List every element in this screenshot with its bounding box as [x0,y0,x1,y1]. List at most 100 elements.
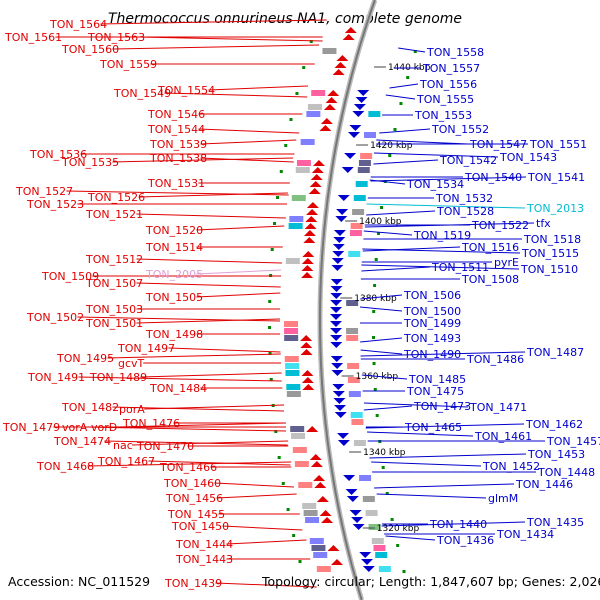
gene-label-left: TON_1450 [171,520,229,533]
tick-dot [381,466,385,469]
leader-line-left [215,582,317,588]
leader-line-right [361,374,408,380]
gene-label-left: TON_1444 [175,538,233,551]
leader-line-right [389,83,419,89]
gene-label-right: TON_1528 [436,205,494,218]
tick-dot [385,492,389,495]
leader-line-right [362,248,521,254]
gene-block-left [284,356,299,362]
gene-arrow-right [331,258,344,264]
tick-dot [268,326,272,329]
gene-label-right: TON_1448 [537,466,595,479]
leader-line-left [144,404,285,410]
gene-label-left: TON_1538 [149,152,207,165]
backbone-inner [319,0,376,600]
gene-arrow-left [320,118,333,124]
gene-label-right: TON_1461 [474,430,532,443]
tick-dot [373,284,377,287]
leader-line-left [136,282,281,288]
tick-dot [374,258,378,261]
tick-dot [268,300,272,303]
gene-label-right: TON_1532 [435,192,493,205]
gene-block-left [284,328,299,334]
gene-label-left: TON_1523 [26,198,84,211]
tick-dot [372,310,376,313]
gene-label-right: TON_1473 [413,400,471,413]
leader-line-right [362,246,461,252]
gene-label-right: TON_1543 [499,151,557,164]
label-leaders [53,19,545,588]
gene-arrow-left [312,160,325,166]
gene-arrow-left [302,251,315,257]
gene-block-left [295,167,310,173]
leader-line-left [112,44,320,50]
gene-block-right [347,377,360,383]
tick-dot [286,508,290,511]
gene-label-left: TON_1535 [61,156,119,169]
gene-label-right: TON_1434 [496,528,554,541]
gene-block-right [348,391,361,397]
gene-label-right: TON_1547 [469,138,527,151]
gene-label-right: TON_1457 [546,435,600,448]
gene-block-right [362,496,375,502]
gene-label-right: TON_1552 [431,123,489,136]
leader-line-left [112,406,284,412]
leader-line-left [136,258,282,264]
gene-arrow-right [347,132,360,138]
gene-block-right [353,195,366,201]
gene-arrow-left [331,559,344,565]
gene-block-right [346,335,359,341]
gene-arrow-right [362,566,375,572]
gene-block-left [322,48,337,54]
gene-label-left: TON_1549 [113,87,171,100]
gene-label-left: porA [119,403,145,416]
gene-arrow-left [309,454,322,460]
gene-label-right: TON_1515 [521,247,579,260]
gene-label-left: TON_1521 [85,208,143,221]
gene-arrow-right [330,307,343,313]
gene-label-right: TON_1555 [416,93,474,106]
gene-arrow-left [300,349,313,355]
leader-line-left [208,85,308,91]
tick-dot [273,222,277,225]
gene-label-right: TON_1522 [471,219,529,232]
leader-line-left [131,440,289,446]
leader-line-right [366,210,436,216]
gene-block-right [357,167,370,173]
gene-label-left: TON_1482 [61,401,119,414]
gene-label-left: TON_1560 [61,43,119,56]
tick-dot [396,544,400,547]
leader-line-left [226,539,307,545]
gene-label-right: TON_1510 [520,263,578,276]
gene-arrow-left [316,496,329,502]
leader-line-right [373,159,439,165]
gene-label-right: glmM [488,492,518,505]
leader-line-left [100,19,327,25]
gene-label-left: TON_1564 [49,18,107,31]
tick-dot [302,66,306,69]
gene-block-left [294,461,309,467]
gene-arrow-left [301,377,314,383]
gene-label-left: TON_1439 [164,577,222,590]
leader-line-right [365,423,525,429]
gene-label-left: TON_1526 [87,191,145,204]
leader-line-right [381,521,526,527]
leader-line-right [364,222,535,228]
leader-line-left [138,36,323,42]
gene-label-left: TON_1514 [145,241,203,254]
gene-block-left [289,216,304,222]
gene-arrow-left [305,216,318,222]
leader-line-left [136,318,281,324]
gene-label-right: TON_1534 [406,178,464,191]
leader-line-right [370,176,527,182]
gene-label-left: TON_1455 [167,508,225,521]
gene-arrow-right [330,356,343,362]
gene-label-left: TON_1474 [53,435,111,448]
leader-line-left [107,353,281,359]
leader-line-left [87,461,292,467]
gene-block-left [296,160,311,166]
leader-line-right [369,179,406,185]
gene-label-left: TON_1498 [145,328,203,341]
gene-block-right [346,300,359,306]
gene-arrow-left [310,174,323,180]
